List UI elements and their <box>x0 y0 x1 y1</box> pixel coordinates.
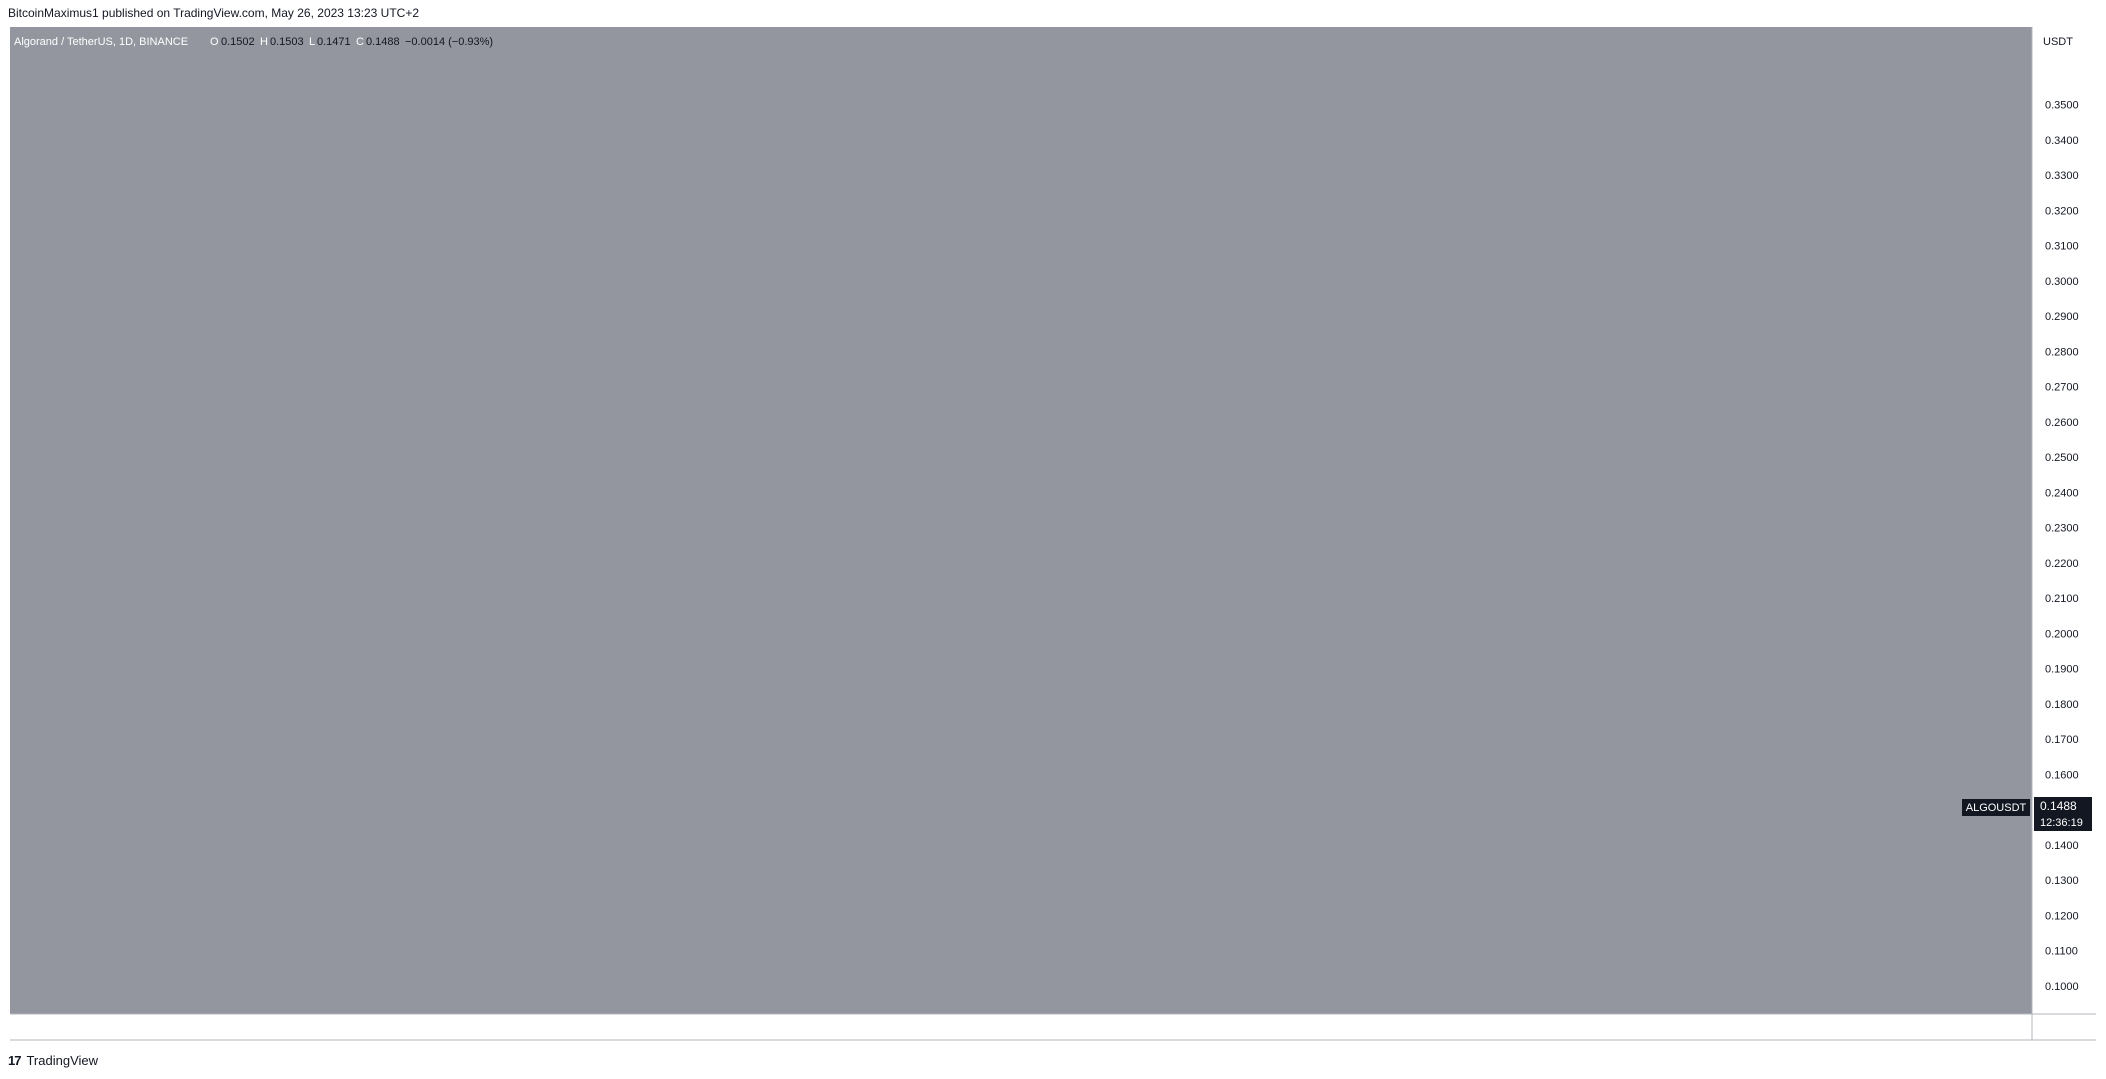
price-tick-label: 0.3000 <box>2045 276 2079 288</box>
price-tick-label: 0.2900 <box>2045 311 2079 323</box>
publisher-line: BitcoinMaximus1 published on TradingView… <box>8 6 420 20</box>
last-price-tag[interactable]: ALGOUSDT 0.1488 12:36:19 <box>1962 797 2092 831</box>
price-tick-label: 0.1300 <box>2045 875 2079 887</box>
last-price-symbol: ALGOUSDT <box>1966 802 2027 814</box>
price-tick-label: 0.1900 <box>2045 664 2079 676</box>
legend-low-label: L <box>309 36 315 48</box>
price-tick-label: 0.1400 <box>2045 840 2079 852</box>
ohlc-legend: Algorand / TetherUS, 1D, BINANCE O 0.150… <box>14 36 493 48</box>
price-axis-currency: USDT <box>2043 36 2073 48</box>
price-tick-label: 0.1800 <box>2045 699 2079 711</box>
price-tick-label: 0.2300 <box>2045 523 2079 535</box>
price-tick-label: 0.3200 <box>2045 205 2079 217</box>
price-tick-label: 0.2000 <box>2045 628 2079 640</box>
last-price-countdown: 12:36:19 <box>2040 817 2083 829</box>
price-tick-label: 0.2400 <box>2045 487 2079 499</box>
chart-area[interactable] <box>10 27 2032 1014</box>
time-axis-background[interactable] <box>10 1014 2032 1039</box>
legend-low-value: 0.1471 <box>317 36 351 48</box>
price-tick-label: 0.3400 <box>2045 135 2079 147</box>
price-tick-label: 0.2600 <box>2045 417 2079 429</box>
last-price-symbol-box <box>1962 799 2030 816</box>
price-tick-label: 0.1700 <box>2045 734 2079 746</box>
legend-close-value: 0.1488 <box>366 36 400 48</box>
legend-high-value: 0.1503 <box>270 36 304 48</box>
price-tick-label: 0.3500 <box>2045 100 2079 112</box>
price-tick-label: 0.2500 <box>2045 452 2079 464</box>
price-tick-label: 0.1100 <box>2045 946 2078 958</box>
price-tick-label: 0.1000 <box>2045 981 2079 993</box>
legend-open-value: 0.1502 <box>221 36 255 48</box>
legend-high-label: H <box>260 36 268 48</box>
legend-close-label: C <box>356 36 364 48</box>
tradingview-logo-icon: 17 <box>8 1053 22 1068</box>
price-tick-label: 0.2700 <box>2045 382 2079 394</box>
tradingview-logo[interactable]: 17 TradingView <box>8 1053 98 1068</box>
price-tick-label: 0.3100 <box>2045 241 2079 253</box>
legend-open-label: O <box>210 36 219 48</box>
price-tick-label: 0.1600 <box>2045 769 2079 781</box>
legend-change: −0.0014 (−0.93%) <box>405 36 493 48</box>
last-price-box <box>2034 797 2092 831</box>
tradingview-brand: TradingView <box>26 1053 99 1068</box>
price-tick-label: 0.2800 <box>2045 346 2079 358</box>
price-tick-label: 0.1200 <box>2045 910 2079 922</box>
price-tick-label: 0.2200 <box>2045 558 2079 570</box>
legend-symbol: Algorand / TetherUS, 1D, BINANCE <box>14 36 188 48</box>
price-tick-label: 0.2100 <box>2045 593 2079 605</box>
price-axis-ticks: 0.3500 0.3400 0.3300 0.3200 0.3100 0.3000 0.29… <box>2045 100 2079 993</box>
last-price-value: 0.1488 <box>2040 799 2077 813</box>
price-tick-label: 0.3300 <box>2045 170 2079 182</box>
price-axis-background[interactable] <box>2032 27 2096 1039</box>
